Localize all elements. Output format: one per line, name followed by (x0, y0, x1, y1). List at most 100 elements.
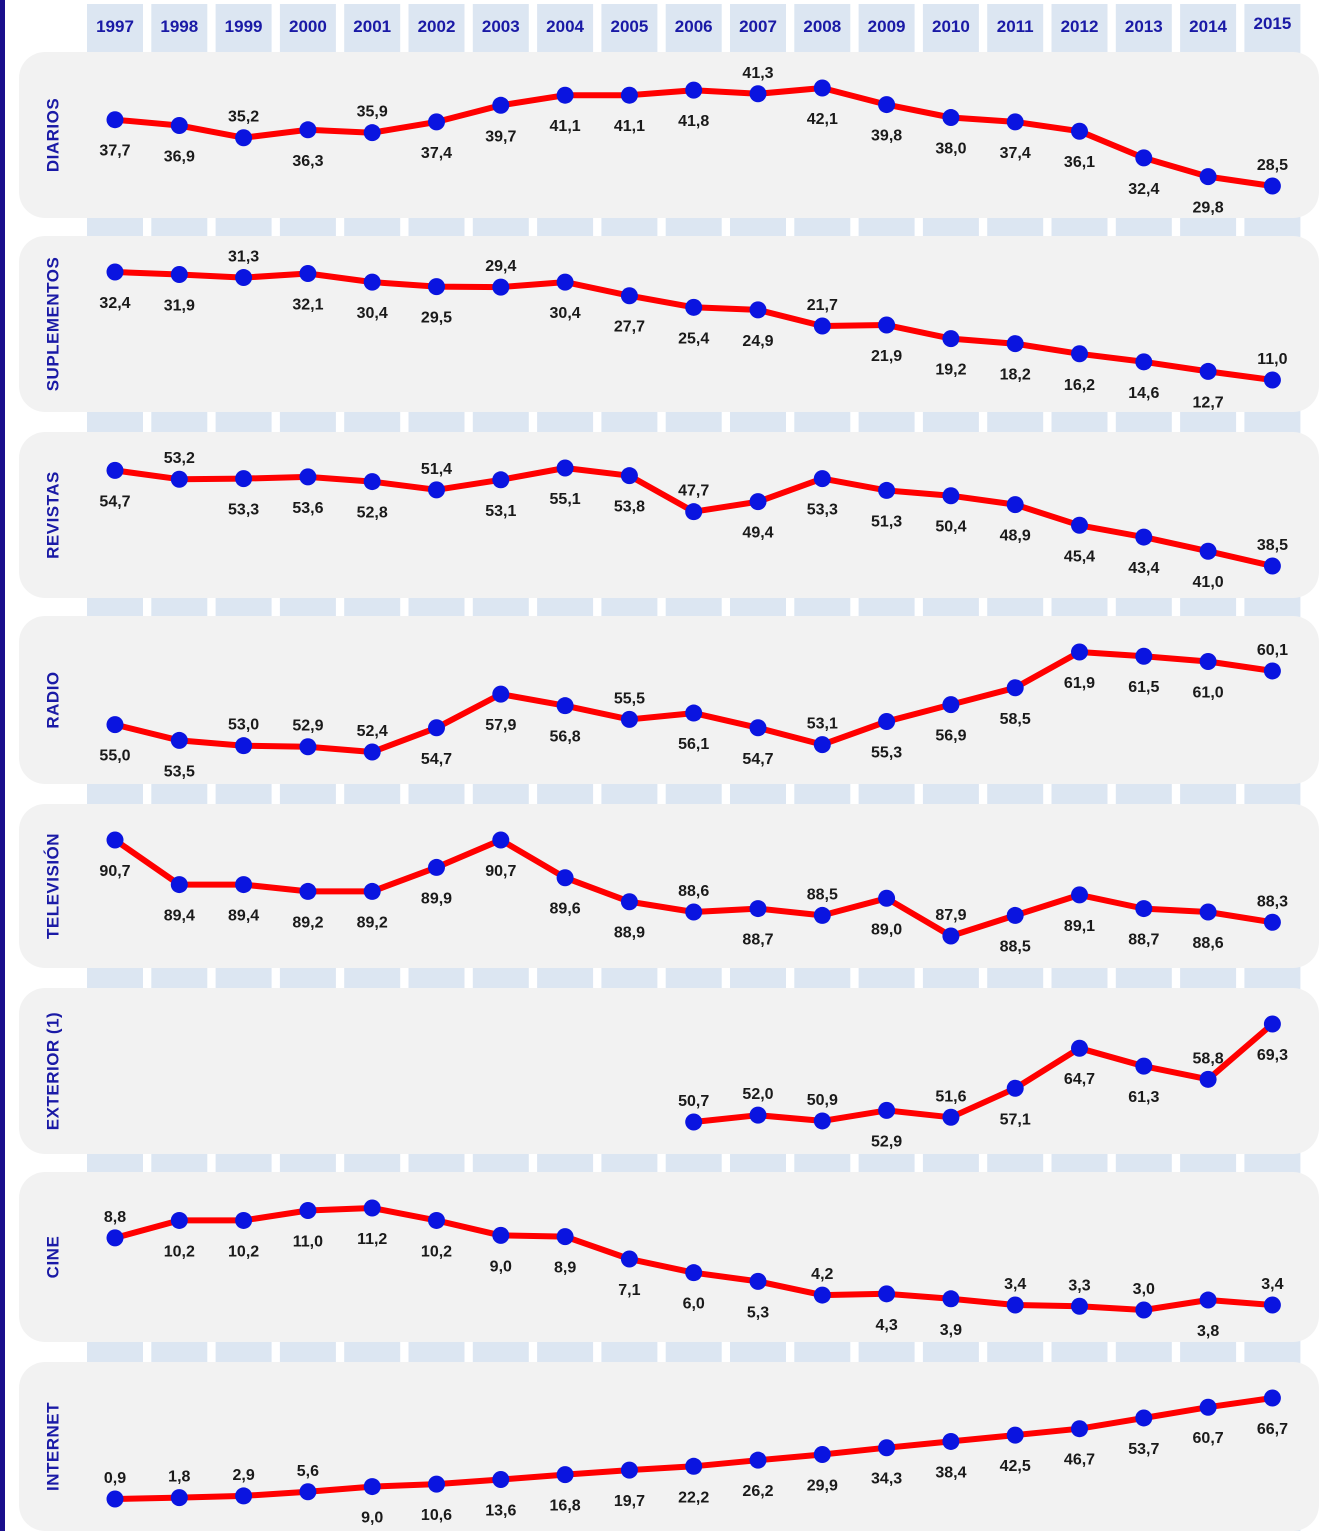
series-panel: EXTERIOR (1) 50,7 52,0 50,9 52,9 51,6 57,1 64,7… (19, 988, 1319, 1154)
data-label: 50,9 (807, 1092, 838, 1109)
series-panel: INTERNET 0,9 1,8 2,9 5,6 9,0 10,6 13,6 16,8 19,7 2… (19, 1362, 1319, 1531)
series-label: RADIO (44, 671, 63, 728)
data-point (878, 96, 896, 114)
data-point (685, 704, 703, 722)
panel-background (19, 432, 1319, 598)
data-label: 46,7 (1064, 1452, 1095, 1469)
data-point (1199, 362, 1217, 380)
data-point (1071, 516, 1088, 534)
data-point (813, 317, 831, 335)
data-point (235, 876, 253, 894)
data-label: 29,8 (1193, 200, 1224, 217)
data-label: 50,7 (678, 1093, 709, 1110)
data-label: 11,2 (357, 1231, 387, 1248)
year-label: 2005 (610, 17, 648, 36)
series-panels: DIARIOS 37,7 36,9 35,2 36,3 35,9 37,4 39,7 41,1 4… (19, 52, 1319, 1531)
year-label: 1999 (225, 17, 263, 36)
data-label: 10,2 (228, 1243, 259, 1260)
series-panel: SUPLEMENTOS 32,4 31,9 31,3 32,1 30,4 29,5 29,4 3… (19, 236, 1319, 412)
data-point (878, 316, 896, 334)
data-label: 51,6 (935, 1088, 966, 1105)
data-point (428, 858, 445, 876)
data-label: 88,6 (1193, 935, 1224, 952)
data-point (620, 287, 638, 305)
data-label: 53,3 (807, 502, 838, 519)
data-label: 88,7 (1128, 932, 1159, 949)
panel-background (19, 236, 1319, 412)
data-label: 32,4 (99, 295, 130, 312)
data-label: 88,5 (807, 886, 838, 903)
data-point (106, 1229, 124, 1247)
data-label: 3,9 (940, 1322, 962, 1339)
data-label: 19,7 (614, 1493, 645, 1510)
year-label: 2011 (997, 17, 1034, 36)
data-label: 10,2 (421, 1243, 452, 1260)
data-point (1199, 652, 1217, 670)
data-label: 51,3 (871, 513, 902, 530)
data-label: 45,4 (1064, 548, 1095, 565)
data-point (170, 470, 188, 488)
data-label: 90,7 (99, 863, 130, 880)
data-point (620, 467, 638, 485)
data-label: 54,7 (99, 493, 130, 510)
data-point (556, 86, 574, 104)
series-panel: TELEVISIÓN 90,7 89,4 89,4 89,2 89,2 89,9 90,7 89… (19, 804, 1319, 968)
data-point (1263, 371, 1281, 389)
data-label: 41,1 (614, 118, 645, 135)
data-label: 36,3 (292, 153, 323, 170)
data-point (1263, 177, 1281, 195)
data-point (620, 893, 638, 911)
data-label: 31,9 (164, 298, 195, 315)
data-label: 41,3 (742, 65, 773, 82)
data-point (299, 468, 317, 486)
year-label: 2009 (868, 17, 906, 36)
data-point (1135, 647, 1153, 665)
data-label: 18,2 (1000, 367, 1031, 384)
data-label: 7,1 (618, 1282, 640, 1299)
data-point (749, 301, 767, 319)
data-label: 11,0 (293, 1233, 323, 1250)
data-label: 16,2 (1064, 377, 1095, 394)
data-point (106, 831, 124, 849)
data-label: 14,6 (1128, 385, 1159, 402)
data-point (428, 113, 445, 131)
data-label: 0,9 (104, 1470, 126, 1487)
data-label: 8,9 (554, 1260, 576, 1277)
year-label: 2007 (739, 17, 777, 36)
data-point (299, 265, 317, 283)
data-point (685, 1264, 703, 1282)
year-header: 1997 1998 1999 2000 2001 2002 2003 2004 2005 2006… (96, 14, 1291, 36)
data-label: 53,1 (485, 503, 516, 520)
data-label: 58,8 (1193, 1050, 1224, 1067)
year-label: 2002 (418, 17, 456, 36)
data-label: 89,2 (357, 914, 388, 931)
data-point (942, 1290, 960, 1308)
data-label: 89,0 (871, 921, 902, 938)
data-point (556, 1466, 574, 1484)
panel-background (19, 988, 1319, 1154)
data-point (878, 889, 896, 907)
data-point (942, 1432, 960, 1450)
data-label: 9,0 (490, 1258, 512, 1275)
data-point (813, 1286, 831, 1304)
data-label: 28,5 (1257, 157, 1288, 174)
data-point (428, 481, 445, 499)
data-label: 56,8 (550, 729, 581, 746)
data-point (942, 927, 960, 945)
panel-background (19, 1362, 1319, 1531)
series-label: EXTERIOR (1) (44, 1012, 63, 1130)
data-point (556, 869, 574, 887)
data-point (1071, 345, 1088, 363)
data-label: 38,5 (1257, 537, 1288, 554)
data-point (492, 831, 510, 849)
data-point (299, 121, 317, 139)
data-point (1199, 542, 1217, 560)
data-label: 50,4 (935, 519, 966, 536)
data-label: 43,4 (1128, 560, 1159, 577)
data-point (878, 481, 896, 499)
data-label: 57,1 (1000, 1111, 1031, 1128)
data-label: 48,9 (1000, 528, 1031, 545)
data-point (363, 882, 381, 900)
data-point (749, 493, 767, 511)
data-label: 9,0 (361, 1510, 383, 1527)
